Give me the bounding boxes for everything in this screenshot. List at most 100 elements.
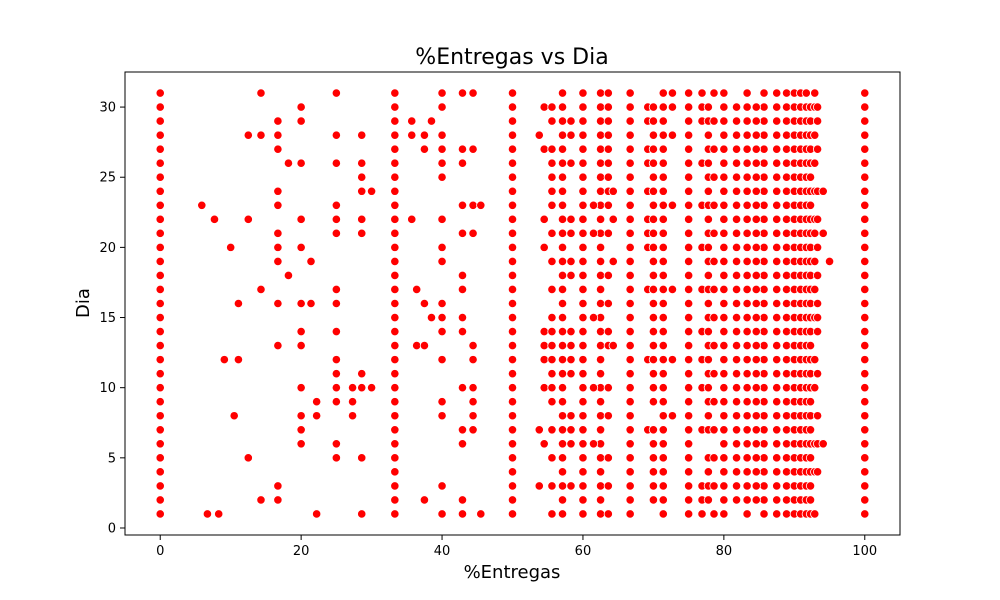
data-point — [390, 481, 400, 491]
data-point — [273, 298, 283, 309]
data-point — [719, 369, 729, 379]
data-point — [437, 144, 447, 154]
data-point — [457, 495, 468, 505]
data-point — [772, 186, 782, 196]
data-point — [731, 439, 742, 449]
data-point — [860, 453, 870, 463]
data-point — [648, 144, 659, 154]
data-point — [658, 495, 668, 505]
data-point — [273, 340, 283, 351]
data-point — [155, 242, 165, 252]
data-point — [595, 425, 606, 435]
data-point — [684, 144, 694, 154]
data-point — [781, 383, 792, 393]
data-point — [805, 481, 816, 491]
data-point — [719, 340, 729, 351]
data-point — [648, 326, 659, 337]
data-point — [547, 116, 557, 126]
data-point — [296, 439, 306, 449]
data-point — [625, 242, 635, 252]
data-point — [557, 172, 568, 182]
data-point — [273, 242, 283, 252]
data-point — [437, 509, 447, 519]
data-point — [648, 340, 659, 351]
data-point — [684, 439, 694, 449]
data-point — [751, 369, 761, 379]
data-point — [751, 453, 761, 463]
data-point — [155, 411, 165, 421]
data-point — [557, 467, 568, 477]
data-point — [805, 425, 816, 435]
data-point — [566, 270, 576, 281]
data-point — [557, 383, 568, 393]
data-point — [751, 256, 761, 267]
data-point — [155, 383, 165, 393]
data-point — [759, 200, 769, 210]
data-point — [155, 326, 165, 337]
data-point — [772, 270, 782, 281]
data-point — [731, 340, 742, 351]
data-point — [751, 102, 761, 112]
data-point — [658, 326, 668, 337]
data-point — [684, 481, 694, 491]
data-point — [595, 340, 606, 351]
data-point — [742, 467, 752, 477]
data-point — [603, 144, 613, 154]
data-point — [625, 495, 635, 505]
data-point — [703, 411, 713, 421]
data-point — [625, 130, 635, 140]
data-point — [625, 116, 635, 126]
data-point — [684, 312, 694, 323]
data-point — [648, 284, 659, 295]
data-point — [709, 340, 719, 351]
data-point — [810, 88, 820, 98]
data-point — [759, 116, 769, 126]
data-point — [547, 256, 557, 267]
data-point — [283, 158, 294, 168]
data-point — [719, 312, 729, 323]
data-point — [772, 172, 782, 182]
data-point — [781, 130, 792, 140]
data-point — [390, 270, 400, 281]
data-point — [155, 200, 165, 210]
data-point — [759, 355, 769, 365]
data-point — [155, 284, 165, 295]
data-point — [658, 116, 668, 126]
data-point — [781, 158, 792, 168]
data-point — [731, 242, 742, 252]
data-point — [810, 256, 820, 267]
data-point — [419, 130, 430, 140]
data-point — [625, 439, 635, 449]
data-point — [703, 383, 713, 393]
data-point — [595, 495, 606, 505]
data-point — [595, 509, 606, 519]
data-point — [390, 144, 400, 154]
data-point — [648, 298, 659, 309]
data-point — [306, 298, 316, 309]
data-point — [759, 172, 769, 182]
data-point — [578, 88, 588, 98]
data-point — [595, 88, 606, 98]
data-point — [648, 425, 659, 435]
data-point — [566, 481, 576, 491]
data-point — [578, 242, 588, 252]
data-point — [390, 312, 400, 323]
x-tick-label: 20 — [293, 544, 310, 559]
data-point — [507, 158, 518, 168]
data-point — [719, 116, 729, 126]
data-point — [812, 214, 823, 224]
data-point — [155, 270, 165, 281]
data-point — [648, 453, 659, 463]
data-point — [742, 158, 752, 168]
data-point — [751, 383, 761, 393]
data-point — [578, 425, 588, 435]
data-point — [772, 158, 782, 168]
data-point — [684, 88, 694, 98]
data-point — [658, 102, 668, 112]
data-point — [507, 340, 518, 351]
data-point — [256, 130, 266, 140]
data-point — [742, 453, 752, 463]
data-point — [457, 509, 468, 519]
data-point — [243, 214, 253, 224]
data-point — [507, 397, 518, 407]
